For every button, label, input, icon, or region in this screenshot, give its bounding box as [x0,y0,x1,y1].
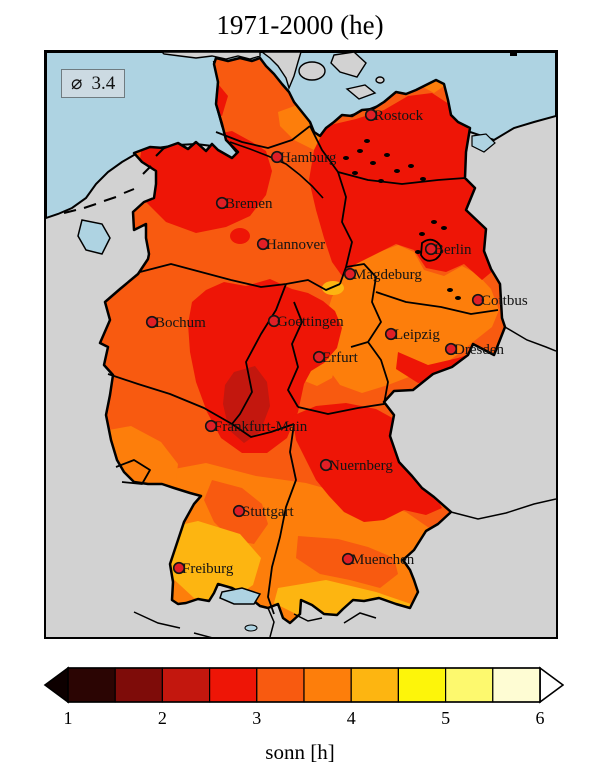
city-label: Dresden [454,342,504,358]
city-marker-hamburg: Hamburg [270,150,337,166]
city-label: Muenchen [351,552,415,568]
city-marker-magdeburg: Magdeburg [343,267,422,283]
colorbar-cell [303,667,352,703]
colorbar: 1 2 3 4 5 6 [43,666,564,728]
colorbar-cell [492,667,541,703]
city-label: Hannover [266,237,325,253]
city-label: Bochum [155,315,206,331]
state-borders [107,125,499,615]
city-label: Stuttgart [242,504,294,520]
colorbar-cell [114,667,163,703]
colorbar-cell [350,667,400,703]
city-label: Goettingen [277,314,344,330]
city-dot [444,342,458,356]
alpine-lake [244,624,258,632]
city-marker-frankfurt-main: Frankfurt-Main [204,419,308,435]
city-label: Leipzig [394,327,440,343]
colorbar-cell [161,667,211,703]
rivers-and-lakes [219,139,461,632]
neighbor-borders [63,147,556,637]
city-label: Erfurt [322,350,359,366]
colorbar-cell [209,667,258,703]
city-marker-bochum: Bochum [145,315,206,331]
city-markers: Rostock Hamburg Bremen Hannover Berlin Magdeb… [145,108,528,577]
city-dot [341,552,355,566]
city-dot [312,350,326,364]
colorbar-cells [43,666,564,704]
colorbar-cell [256,667,305,703]
city-marker-berlin: Berlin [424,242,472,258]
city-label: Bremen [225,196,273,212]
colorbar-tick: 4 [347,708,356,728]
colorbar-tick: 5 [441,708,450,728]
city-dot [215,196,229,210]
city-label: Nuernberg [329,458,393,474]
mean-symbol-icon: ⌀ [71,73,83,94]
city-dot [172,561,186,575]
city-label: Freiburg [182,561,234,577]
city-label: Hamburg [280,150,337,166]
city-marker-nuernberg: Nuernberg [319,458,393,474]
city-dot [204,419,218,433]
city-label: Cottbus [481,293,528,309]
city-marker-bremen: Bremen [215,196,273,212]
lagoon [471,133,496,153]
colorbar-tick: 2 [158,708,167,728]
city-dot [384,327,398,341]
germany-map: Rostock Hamburg Bremen Hannover Berlin Magdeb… [46,52,556,637]
city-dot [267,314,281,328]
city-dot [343,267,357,281]
city-dot [319,458,333,472]
colorbar-tick-labels: 1 2 3 4 5 6 [64,708,545,728]
city-dot [424,242,438,256]
colorbar-tick: 1 [64,708,73,728]
colorbar-cell [397,667,447,703]
plot-title: 1971-2000 (he) [216,10,384,40]
city-dot [232,504,246,518]
map-plot-area: ⌀ 3.4 [44,50,558,639]
colorbar-under-arrow [43,666,69,704]
city-marker-goettingen: Goettingen [267,314,344,330]
colorbar-cell [445,667,494,703]
colorbar-axis-label: sonn [h] [265,740,335,764]
mean-value-badge: ⌀ 3.4 [61,69,126,98]
city-marker-cottbus: Cottbus [471,293,528,309]
bornholm-island [510,52,517,56]
city-marker-dresden: Dresden [444,342,504,358]
city-dot [145,315,159,329]
colorbar-tick: 3 [252,708,261,728]
city-marker-leipzig: Leipzig [384,327,440,343]
colorbar-cell [67,667,116,703]
city-dot [270,150,284,164]
ijsselmeer [77,219,111,255]
city-label: Rostock [374,108,424,124]
city-marker-muenchen: Muenchen [341,552,415,568]
colorbar-over-arrow [539,666,564,704]
city-marker-freiburg: Freiburg [172,561,234,577]
city-label: Berlin [434,242,472,258]
mean-value: 3.4 [91,72,116,94]
city-marker-rostock: Rostock [364,108,424,124]
denmark-land [161,52,385,100]
city-dot [364,108,378,122]
city-dot [256,237,270,251]
city-marker-hannover: Hannover [256,237,325,253]
lake-constance [219,587,262,605]
city-label: Magdeburg [353,267,422,283]
colorbar-tick: 6 [536,708,545,728]
city-marker-erfurt: Erfurt [312,350,359,366]
city-marker-stuttgart: Stuttgart [232,504,294,520]
city-label: Frankfurt-Main [214,419,308,435]
city-dot [471,293,485,307]
